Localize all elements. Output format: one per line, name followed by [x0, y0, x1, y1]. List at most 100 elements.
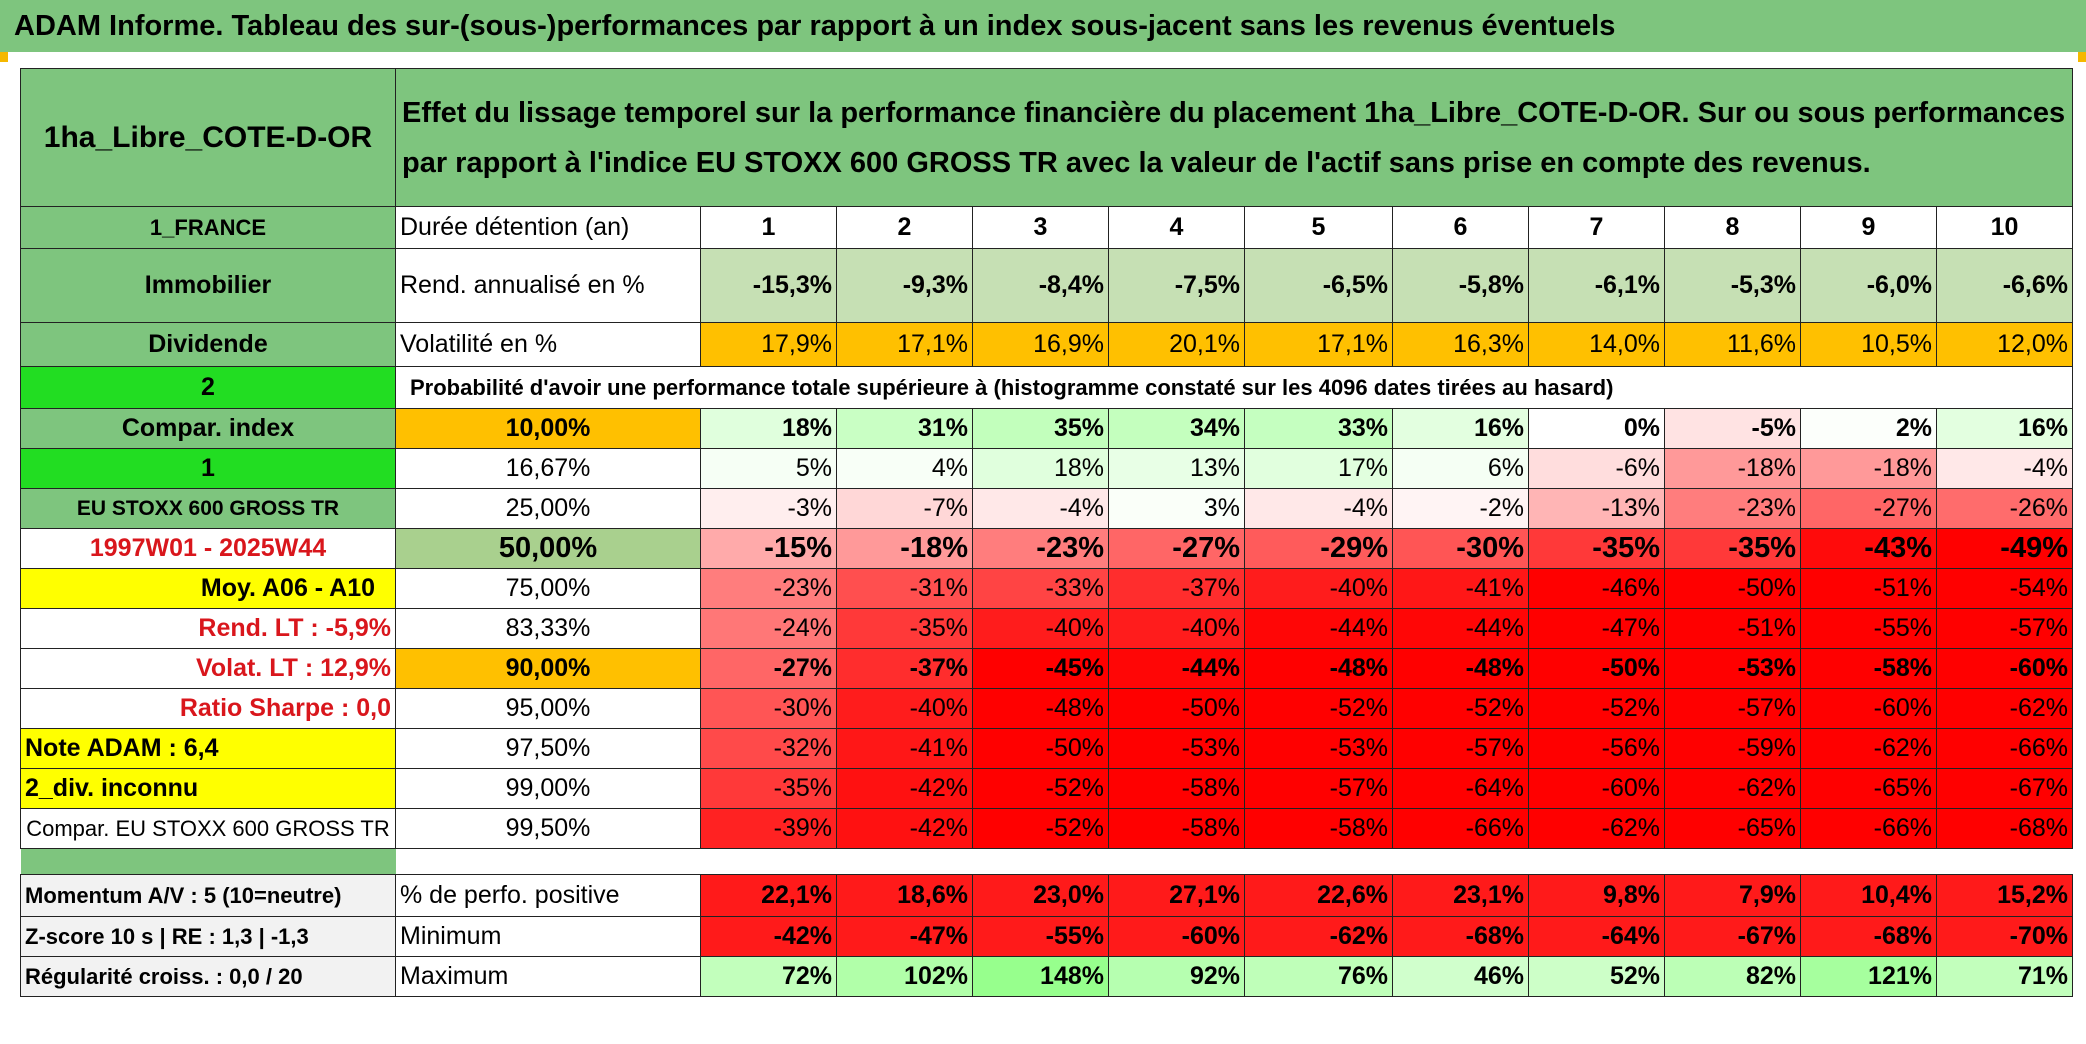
sharpe-cell: Ratio Sharpe : 0,0	[20, 688, 396, 729]
rend-value: -9,3%	[836, 248, 973, 323]
comparison-index-cell: Compar. EU STOXX 600 GROSS TR	[20, 808, 396, 849]
report-banner: ADAM Informe. Tableau des sur-(sous-)per…	[0, 0, 2086, 52]
vol-value: 16,9%	[972, 322, 1109, 367]
rend-value: -6,6%	[1936, 248, 2073, 323]
rend-value: -8,4%	[972, 248, 1109, 323]
momentum-cell: Momentum A/V : 5 (10=neutre)	[20, 874, 396, 917]
header-description: Effet du lissage temporel sur la perform…	[395, 68, 2073, 207]
minimum-value: -62%	[1244, 916, 1393, 957]
probability-value: 4%	[836, 448, 973, 489]
minimum-value: -60%	[1108, 916, 1245, 957]
probability-value: -48%	[1392, 648, 1529, 689]
probability-value: -66%	[1392, 808, 1529, 849]
probability-value: 31%	[836, 408, 973, 449]
probability-value: 16%	[1392, 408, 1529, 449]
probability-value: -55%	[1800, 608, 1937, 649]
compar-index-cell[interactable]: Compar. index	[20, 408, 396, 449]
year-header: 6	[1392, 206, 1529, 249]
probability-value: -5%	[1664, 408, 1801, 449]
vol-label: Volatilité en %	[395, 322, 701, 367]
probability-value: -35%	[1664, 528, 1801, 569]
moyenne-cell: Moy. A06 - A10	[20, 568, 396, 609]
fund-name-cell[interactable]: 1ha_Libre_COTE-D-OR	[20, 68, 396, 207]
probability-value: -50%	[972, 728, 1109, 769]
probability-value: -39%	[700, 808, 837, 849]
asset-class-cell[interactable]: Immobilier	[20, 248, 396, 323]
quantile-label: 99,50%	[395, 808, 701, 849]
maximum-value: 92%	[1108, 956, 1245, 997]
probability-value: -47%	[1528, 608, 1665, 649]
maximum-value: 46%	[1392, 956, 1529, 997]
perfo-positive-value: 27,1%	[1108, 874, 1245, 917]
quantile-label: 95,00%	[395, 688, 701, 729]
probability-value: 18%	[700, 408, 837, 449]
probability-value: -48%	[972, 688, 1109, 729]
probability-value: -57%	[1244, 768, 1393, 809]
input-b-cell[interactable]: 1	[20, 448, 396, 489]
probability-value: -37%	[1108, 568, 1245, 609]
rend-value: -5,3%	[1664, 248, 1801, 323]
vol-value: 12,0%	[1936, 322, 2073, 367]
income-type-cell[interactable]: Dividende	[20, 322, 396, 367]
year-header: 8	[1664, 206, 1801, 249]
minimum-value: -68%	[1800, 916, 1937, 957]
probability-value: -50%	[1108, 688, 1245, 729]
probability-value: -53%	[1108, 728, 1245, 769]
perfo-positive-value: 10,4%	[1800, 874, 1937, 917]
perfo-positive-value: 7,9%	[1664, 874, 1801, 917]
quantile-label: 83,33%	[395, 608, 701, 649]
probability-value: -30%	[1392, 528, 1529, 569]
probability-value: -4%	[1244, 488, 1393, 529]
probability-value: -52%	[972, 808, 1109, 849]
probability-value: -62%	[1528, 808, 1665, 849]
probability-value: -62%	[1664, 768, 1801, 809]
year-header: 1	[700, 206, 837, 249]
rend-value: -6,5%	[1244, 248, 1393, 323]
minimum-value: -68%	[1392, 916, 1529, 957]
perfo-positive-value: 23,0%	[972, 874, 1109, 917]
probability-value: -13%	[1528, 488, 1665, 529]
probability-value: -27%	[1800, 488, 1937, 529]
perfo-positive-value: 22,6%	[1244, 874, 1393, 917]
probability-value: -68%	[1936, 808, 2073, 849]
year-header: 9	[1800, 206, 1937, 249]
probability-value: -18%	[1800, 448, 1937, 489]
probability-value: -44%	[1392, 608, 1529, 649]
probability-value: -41%	[1392, 568, 1529, 609]
quantile-label: 25,00%	[395, 488, 701, 529]
year-header: 7	[1528, 206, 1665, 249]
probability-value: -23%	[700, 568, 837, 609]
quantile-label: 16,67%	[395, 448, 701, 489]
probability-value: 17%	[1244, 448, 1393, 489]
probability-value: 34%	[1108, 408, 1245, 449]
probability-value: -27%	[1108, 528, 1245, 569]
probability-value: -44%	[1244, 608, 1393, 649]
perfo-positive-value: 18,6%	[836, 874, 973, 917]
index-name-cell[interactable]: EU STOXX 600 GROSS TR	[20, 488, 396, 529]
quantile-label: 75,00%	[395, 568, 701, 609]
minimum-value: -42%	[700, 916, 837, 957]
probability-value: 18%	[972, 448, 1109, 489]
year-header: 4	[1108, 206, 1245, 249]
probability-value: -4%	[1936, 448, 2073, 489]
probability-value: -59%	[1664, 728, 1801, 769]
vol-value: 17,1%	[1244, 322, 1393, 367]
probability-value: -35%	[700, 768, 837, 809]
rend-value: -15,3%	[700, 248, 837, 323]
probability-value: -44%	[1108, 648, 1245, 689]
quantile-label: 50,00%	[395, 528, 701, 569]
probability-value: -52%	[1392, 688, 1529, 729]
input-a-cell[interactable]: 2	[20, 366, 396, 409]
probability-value: -18%	[836, 528, 973, 569]
spacer-cell	[396, 849, 2073, 875]
corner-marker	[2078, 52, 2086, 62]
rend-value: -7,5%	[1108, 248, 1245, 323]
probability-value: -3%	[700, 488, 837, 529]
probability-value: -7%	[836, 488, 973, 529]
probability-value: -60%	[1800, 688, 1937, 729]
probability-value: -54%	[1936, 568, 2073, 609]
probability-value: -40%	[1244, 568, 1393, 609]
quantile-label: 90,00%	[395, 648, 701, 689]
country-cell[interactable]: 1_FRANCE	[20, 206, 396, 249]
dividend-status-cell: 2_div. inconnu	[20, 768, 396, 809]
